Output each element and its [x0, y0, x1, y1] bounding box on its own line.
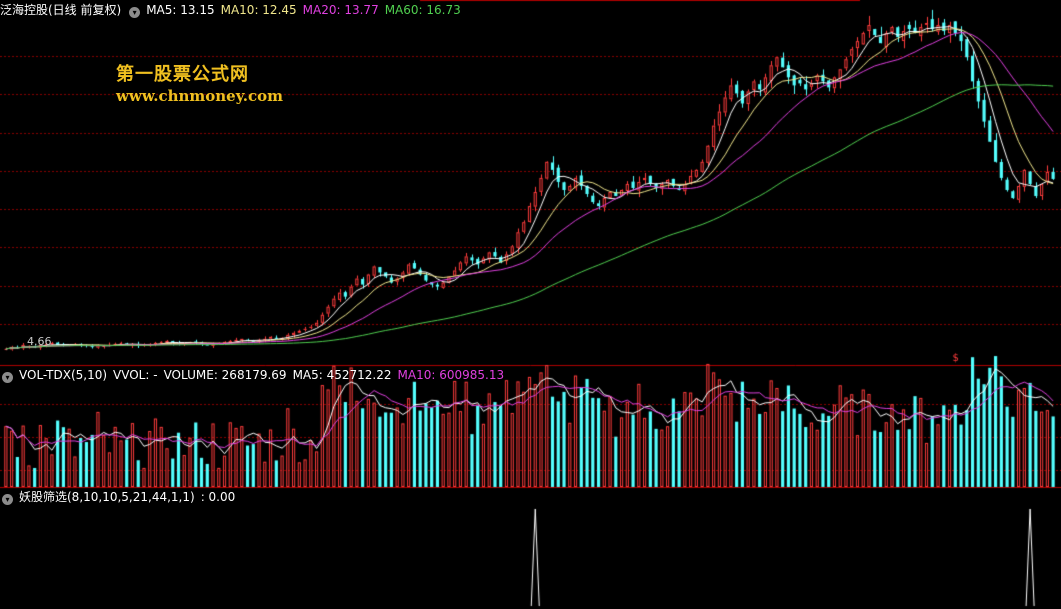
indicator-value: : 0.00 — [200, 490, 236, 504]
low-price-label: 4.66 — [27, 335, 52, 348]
chevron-down-icon[interactable]: ▾ — [129, 7, 141, 18]
vvol-value: VVOL: - — [113, 368, 158, 382]
ma10-value: MA10: 12.45 — [220, 3, 297, 17]
volume-indicator-name: VOL-TDX(5,10) — [19, 368, 108, 382]
ma60-value: MA60: 16.73 — [384, 3, 461, 17]
volume-header: ▾ VOL-TDX(5,10) VVOL: - VOLUME: 268179.69 MA… — [0, 367, 510, 383]
ma5-value: MA5: 13.15 — [146, 3, 215, 17]
indicator-name: 妖股筛选(8,10,10,5,21,44,1,1) — [19, 490, 195, 504]
volume-ma10-value: MA10: 600985.13 — [397, 368, 505, 382]
volume-value: VOLUME: 268179.69 — [163, 368, 287, 382]
stock-title: 泛海控股(日线 前复权) — [0, 3, 122, 17]
volume-ma5-value: MA5: 452712.22 — [292, 368, 392, 382]
chevron-down-icon[interactable]: ▾ — [2, 372, 13, 383]
watermark-url: www.chnmoney.com — [116, 87, 283, 105]
main-chart-header: 泛海控股(日线 前复权) ▾ MA5: 13.15 MA10: 12.45 MA20: … — [0, 2, 467, 18]
indicator-header: ▾ 妖股筛选(8,10,10,5,21,44,1,1) : 0.00 — [0, 489, 241, 505]
watermark-name: 第一股票公式网 — [116, 64, 249, 85]
chevron-down-icon[interactable]: ▾ — [2, 494, 13, 505]
ma20-value: MA20: 13.77 — [302, 3, 379, 17]
